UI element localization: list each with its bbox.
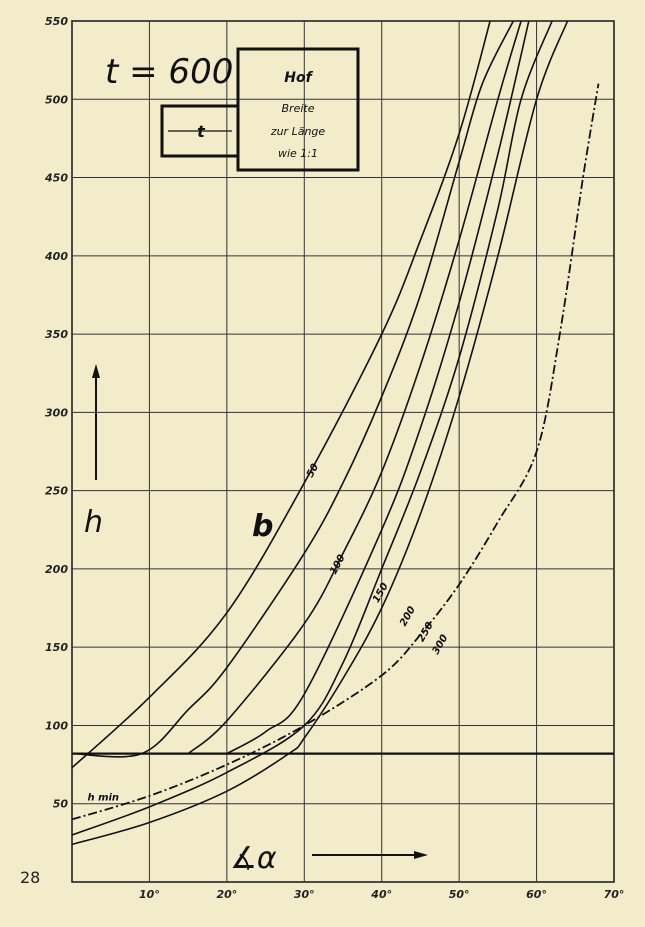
y-arrowhead xyxy=(92,364,100,378)
series-label: 100 xyxy=(328,553,348,577)
series-line-250 xyxy=(71,20,553,836)
y-tick-label: 300 xyxy=(45,406,68,419)
y-tick-label: 550 xyxy=(45,15,68,28)
series-line-100 xyxy=(71,20,515,758)
y-tick-label: 250 xyxy=(45,485,68,498)
x-tick-label: 10° xyxy=(139,888,160,901)
series-label: 250 xyxy=(416,620,436,644)
y-tick-label: 400 xyxy=(44,250,68,263)
series-label: 200 xyxy=(398,605,418,629)
series-line-50 xyxy=(71,20,491,769)
page-number: 28 xyxy=(20,868,41,887)
box-line-3: wie 1:1 xyxy=(278,147,318,160)
x-tick-label: 50° xyxy=(449,888,470,901)
plot-frame xyxy=(71,20,615,883)
t-dimension-label: t xyxy=(197,122,206,141)
box-line-2: zur Länge xyxy=(270,125,326,138)
y-tick-label: 100 xyxy=(45,719,68,732)
y-tick-label: 500 xyxy=(45,93,68,106)
series-line-h-min xyxy=(71,83,600,821)
grid xyxy=(71,20,615,883)
y-tick-label: 50 xyxy=(53,798,69,811)
y-tick-label: 150 xyxy=(45,641,68,654)
x-tick-label: 40° xyxy=(370,888,392,901)
series-line-300 xyxy=(71,20,569,846)
series-label: h min xyxy=(87,793,119,804)
y-axis-label: h xyxy=(84,505,103,540)
series-line-200 xyxy=(226,20,530,755)
family-label: b xyxy=(252,509,273,544)
box-line-1: Breite xyxy=(282,102,315,115)
series-label: 300 xyxy=(431,633,451,657)
x-tick-label: 60° xyxy=(526,888,547,901)
labels: 10° 20° 30° 40° 50° 60° 70°5010015020025030035… xyxy=(44,15,624,901)
y-tick-label: 450 xyxy=(44,172,68,185)
series-line-150 xyxy=(187,20,522,755)
x-tick-label: 20° xyxy=(216,888,237,901)
x-arrowhead xyxy=(414,851,428,859)
y-tick-label: 200 xyxy=(45,563,68,576)
chart-title: t = 600 xyxy=(105,52,233,92)
side-box xyxy=(160,104,240,158)
x-tick-label: 30° xyxy=(294,888,315,901)
y-tick-label: 350 xyxy=(45,328,68,341)
curves xyxy=(71,20,600,846)
x-tick-label: 70° xyxy=(604,888,625,901)
courtyard-label: Hof xyxy=(284,70,313,86)
x-axis-label: ∡α xyxy=(230,841,277,876)
